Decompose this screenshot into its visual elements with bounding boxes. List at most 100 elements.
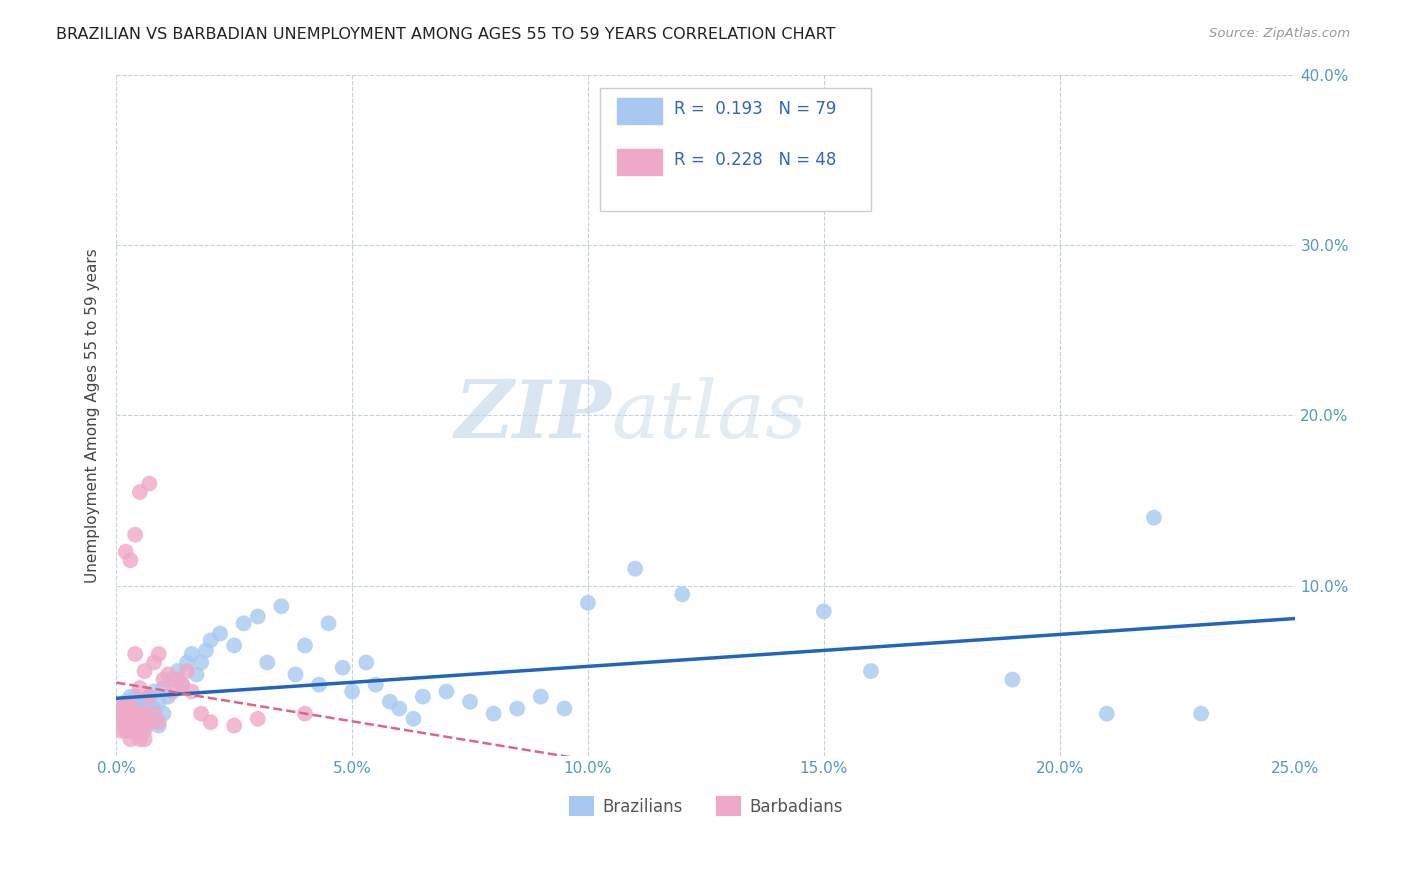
Point <box>1189 706 1212 721</box>
Text: R =  0.193   N = 79: R = 0.193 N = 79 <box>673 100 837 118</box>
Point <box>671 587 693 601</box>
Point <box>120 706 142 721</box>
Point <box>530 690 553 704</box>
Point <box>200 633 222 648</box>
Point <box>138 476 160 491</box>
Point <box>124 723 146 738</box>
Text: BRAZILIAN VS BARBADIAN UNEMPLOYMENT AMONG AGES 55 TO 59 YEARS CORRELATION CHART: BRAZILIAN VS BARBADIAN UNEMPLOYMENT AMON… <box>56 27 835 42</box>
Point <box>332 660 354 674</box>
Point <box>138 706 160 721</box>
Text: atlas: atlas <box>612 376 807 454</box>
Point <box>162 673 184 687</box>
Point <box>308 678 330 692</box>
Point <box>110 706 132 721</box>
Point <box>246 609 269 624</box>
Point <box>138 715 160 730</box>
Point <box>124 698 146 713</box>
Point <box>506 701 529 715</box>
Point <box>186 667 208 681</box>
Point <box>134 723 156 738</box>
Point <box>120 701 142 715</box>
Point <box>114 715 136 730</box>
Point <box>148 695 170 709</box>
Point <box>138 715 160 730</box>
Point <box>128 485 150 500</box>
Point <box>114 695 136 709</box>
Point <box>364 678 387 692</box>
Point <box>110 706 132 721</box>
Point <box>1143 510 1166 524</box>
Point <box>134 712 156 726</box>
Point <box>128 723 150 738</box>
Point <box>143 656 166 670</box>
Bar <box>617 149 662 175</box>
Point <box>553 701 575 715</box>
Point <box>148 647 170 661</box>
Point <box>190 706 212 721</box>
Point <box>143 706 166 721</box>
Point <box>157 690 180 704</box>
Point <box>412 690 434 704</box>
Point <box>114 545 136 559</box>
Point <box>270 599 292 614</box>
Point <box>134 718 156 732</box>
Point <box>124 527 146 541</box>
Point <box>246 712 269 726</box>
Point <box>110 698 132 713</box>
Point <box>128 706 150 721</box>
Point <box>859 664 882 678</box>
Point <box>128 701 150 715</box>
Point <box>128 718 150 732</box>
Point <box>436 684 458 698</box>
Y-axis label: Unemployment Among Ages 55 to 59 years: Unemployment Among Ages 55 to 59 years <box>86 248 100 582</box>
Point <box>124 706 146 721</box>
Point <box>114 698 136 713</box>
Point <box>813 604 835 618</box>
Point <box>458 695 481 709</box>
Point <box>120 723 142 738</box>
Point <box>284 667 307 681</box>
Point <box>128 681 150 695</box>
Legend: Brazilians, Barbadians: Brazilians, Barbadians <box>562 789 849 823</box>
Point <box>128 732 150 747</box>
Point <box>114 715 136 730</box>
Point <box>120 706 142 721</box>
Point <box>120 690 142 704</box>
Point <box>162 684 184 698</box>
Point <box>224 718 246 732</box>
Point <box>176 664 198 678</box>
Text: R =  0.228   N = 48: R = 0.228 N = 48 <box>673 151 837 169</box>
Point <box>143 712 166 726</box>
Point <box>166 664 188 678</box>
Point <box>124 706 146 721</box>
Point <box>224 639 246 653</box>
Point <box>482 706 505 721</box>
Point <box>209 626 232 640</box>
Point <box>166 673 188 687</box>
Point <box>110 723 132 738</box>
Point <box>172 678 194 692</box>
Point <box>143 701 166 715</box>
Point <box>388 701 411 715</box>
Point <box>138 690 160 704</box>
Point <box>402 712 425 726</box>
Point <box>110 715 132 730</box>
Point <box>148 715 170 730</box>
Point <box>124 718 146 732</box>
Point <box>143 684 166 698</box>
Point <box>124 715 146 730</box>
Point <box>294 706 316 721</box>
Point <box>354 656 377 670</box>
Point <box>200 715 222 730</box>
Point <box>134 664 156 678</box>
Point <box>120 723 142 738</box>
Point <box>120 553 142 567</box>
Point <box>152 681 174 695</box>
Point <box>318 616 340 631</box>
Point <box>138 690 160 704</box>
Point <box>294 639 316 653</box>
Point <box>180 647 202 661</box>
Point <box>114 718 136 732</box>
Point <box>157 667 180 681</box>
Point <box>124 690 146 704</box>
